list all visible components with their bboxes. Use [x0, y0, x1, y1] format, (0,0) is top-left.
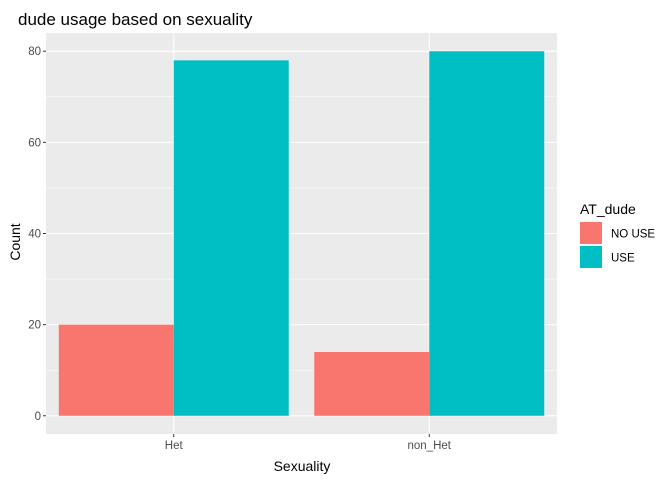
bar	[314, 351, 430, 416]
x-axis: Het non_Het	[165, 434, 452, 452]
y-tick-label: 20	[28, 320, 41, 332]
bars	[58, 51, 545, 416]
legend-swatch	[580, 246, 602, 268]
bar	[58, 324, 174, 416]
y-tick-label: 0	[35, 411, 41, 423]
legend: AT_dude NO USE USE	[580, 201, 655, 268]
y-tick-label: 40	[28, 229, 41, 241]
bar	[429, 51, 545, 416]
x-tick-label: non_Het	[408, 440, 452, 452]
y-axis: 0 20 40 60 80	[28, 46, 46, 423]
legend-label: NO USE	[611, 229, 655, 241]
x-tick-label: Het	[165, 440, 184, 452]
y-tick-label: 60	[28, 137, 41, 149]
y-tick-label: 80	[28, 46, 41, 58]
legend-label: USE	[611, 253, 635, 265]
bar	[173, 60, 289, 416]
chart-title: dude usage based on sexuality	[18, 10, 253, 29]
x-axis-title: Sexuality	[274, 458, 331, 474]
legend-swatch	[580, 222, 602, 244]
legend-title: AT_dude	[580, 201, 636, 217]
y-axis-title: Count	[7, 223, 23, 260]
